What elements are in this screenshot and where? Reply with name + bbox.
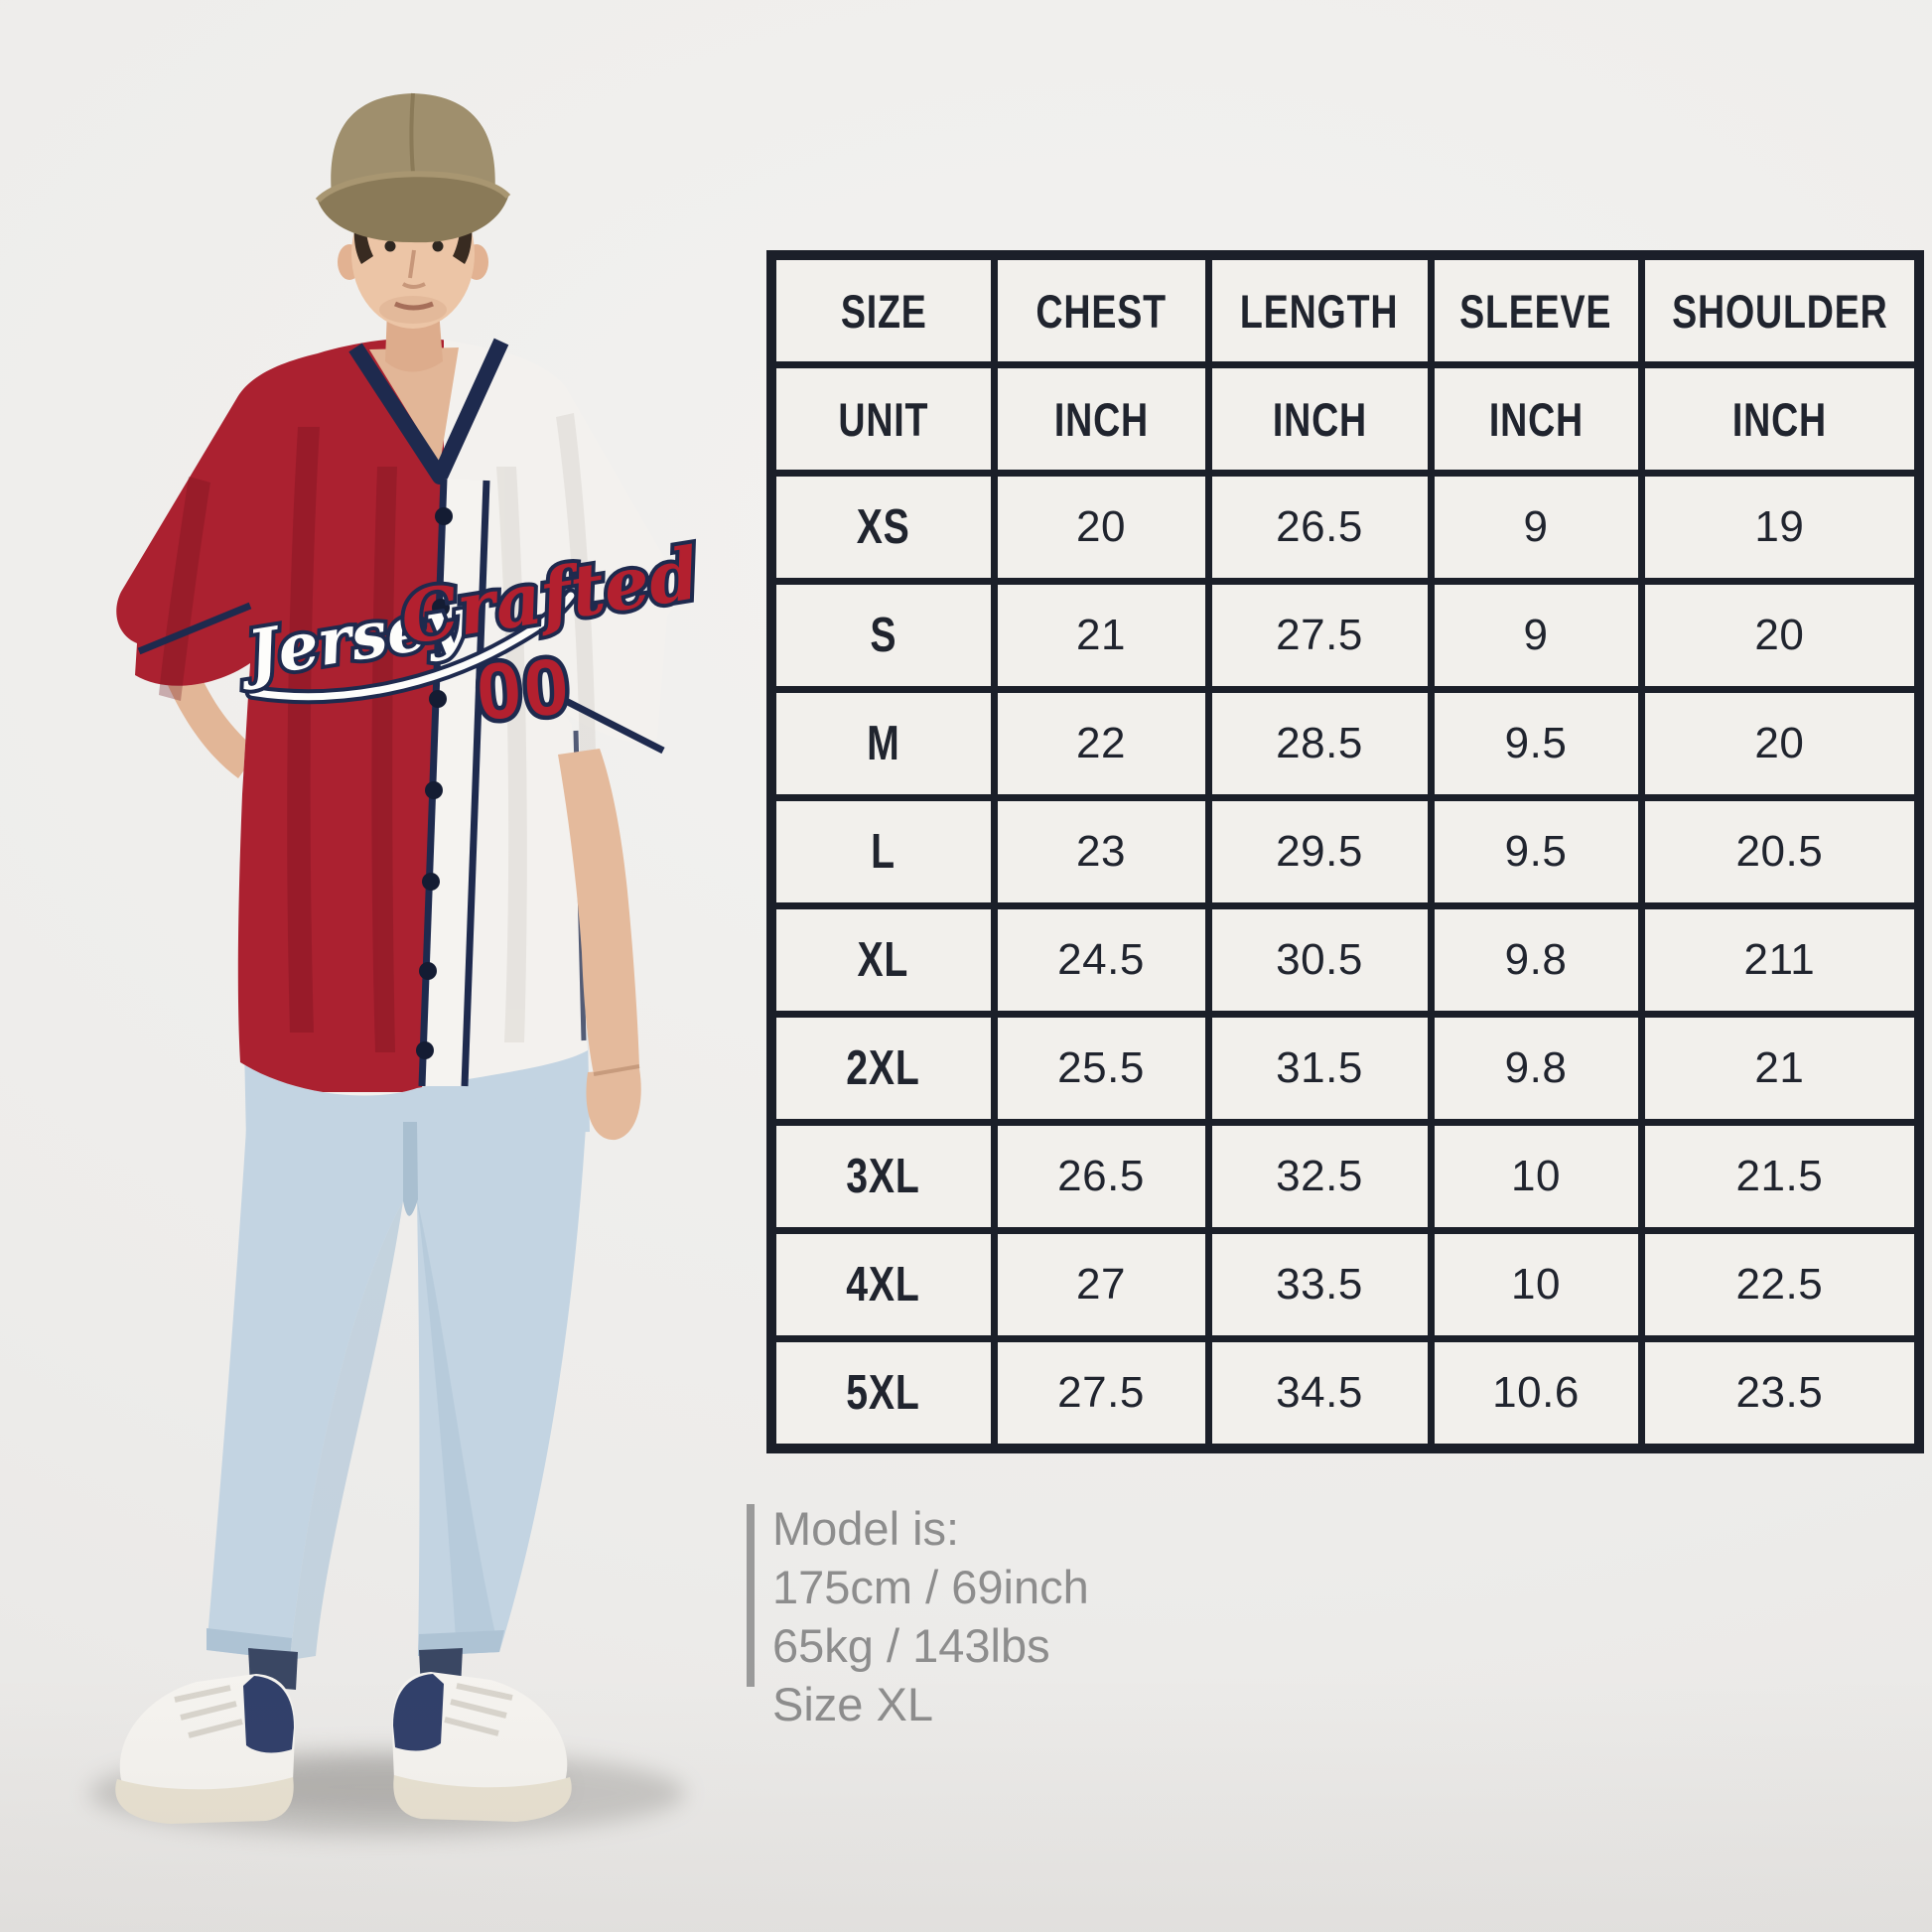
model-info-line: 175cm / 69inch — [772, 1561, 1089, 1613]
size-label: 3XL — [767, 1119, 998, 1234]
jersey-buttons — [416, 507, 453, 1059]
size-label: L — [767, 794, 998, 909]
jersey-collar — [348, 338, 509, 484]
measurement-cell: 34.5 — [1204, 1335, 1435, 1452]
size-row-xl: XL 24.5 30.5 9.8 211 — [767, 902, 1923, 1018]
measurement-cell: 25.5 — [990, 1011, 1212, 1126]
measurement-cell: 9.5 — [1427, 794, 1645, 909]
measurement-cell: 26.5 — [1204, 470, 1435, 585]
measurement-cell: 10.6 — [1427, 1335, 1645, 1452]
size-label: 4XL — [767, 1227, 998, 1342]
measurement-cell: 9 — [1427, 578, 1645, 693]
model-head — [315, 92, 511, 372]
measurement-cell: 20 — [990, 470, 1212, 585]
model-info-accent-bar — [747, 1504, 755, 1687]
measurement-cell: 10 — [1427, 1227, 1645, 1342]
unit-cell: INCH — [1637, 361, 1923, 477]
baseball-cap-brim — [318, 174, 508, 243]
measurement-cell: 26.5 — [990, 1119, 1212, 1234]
size-label: S — [767, 578, 998, 693]
model-info-line: Model is: — [772, 1502, 960, 1555]
measurement-cell: 27.5 — [990, 1335, 1212, 1452]
size-row-m: M 22 28.5 9.5 20 — [767, 686, 1923, 801]
measurement-cell: 27 — [990, 1227, 1212, 1342]
measurement-cell: 29.5 — [1204, 794, 1435, 909]
measurement-cell: 21 — [1637, 1011, 1923, 1126]
model-info-line: Size XL — [772, 1678, 933, 1730]
size-row-xs: XS 20 26.5 9 19 — [767, 470, 1923, 585]
model-photo-illustration: Jersey Crafted 00 — [89, 92, 709, 1837]
unit-cell: INCH — [1427, 361, 1645, 477]
size-chart-table: SIZE CHEST LENGTH SLEEVE SHOULDER UNIT I… — [766, 250, 1925, 1453]
measurement-cell: 30.5 — [1204, 902, 1435, 1018]
chest-skin — [369, 347, 459, 465]
measurement-cell: 20 — [1637, 578, 1923, 693]
header-row: SIZE CHEST LENGTH SLEEVE SHOULDER — [767, 251, 1923, 368]
unit-cell: INCH — [990, 361, 1212, 477]
size-label: 5XL — [767, 1335, 998, 1452]
right-forearm-hand — [558, 749, 641, 1141]
model-info-line: 65kg / 143lbs — [772, 1619, 1050, 1672]
measurement-cell: 21 — [990, 578, 1212, 693]
jeans — [207, 1033, 590, 1660]
measurement-cell: 28.5 — [1204, 686, 1435, 801]
measurement-cell: 9.8 — [1427, 1011, 1645, 1126]
baseball-jersey — [116, 338, 677, 1096]
measurement-cell: 33.5 — [1204, 1227, 1435, 1342]
col-header-size: SIZE — [767, 251, 998, 368]
sneaker-left — [115, 1674, 296, 1824]
measurement-cell: 23.5 — [1637, 1335, 1923, 1452]
size-row-l: L 23 29.5 9.5 20.5 — [767, 794, 1923, 909]
col-header-length: LENGTH — [1204, 251, 1435, 368]
size-row-5xl: 5XL 27.5 34.5 10.6 23.5 — [767, 1335, 1923, 1452]
measurement-cell: 31.5 — [1204, 1011, 1435, 1126]
size-label: M — [767, 686, 998, 801]
measurement-cell: 22 — [990, 686, 1212, 801]
size-label: 2XL — [767, 1011, 998, 1126]
size-row-4xl: 4XL 27 33.5 10 22.5 — [767, 1227, 1923, 1342]
unit-row: UNIT INCH INCH INCH INCH — [767, 361, 1923, 477]
size-row-2xl: 2XL 25.5 31.5 9.8 21 — [767, 1011, 1923, 1126]
measurement-cell: 9 — [1427, 470, 1645, 585]
size-row-s: S 21 27.5 9 20 — [767, 578, 1923, 693]
sneaker-right — [391, 1672, 572, 1822]
measurement-cell: 20.5 — [1637, 794, 1923, 909]
measurement-cell: 21.5 — [1637, 1119, 1923, 1234]
unit-row-label: UNIT — [767, 361, 998, 477]
measurement-cell: 24.5 — [990, 902, 1212, 1018]
model-info-block: Model is: 175cm / 69inch 65kg / 143lbs S… — [772, 1499, 1089, 1733]
measurement-cell: 20 — [1637, 686, 1923, 801]
measurement-cell: 32.5 — [1204, 1119, 1435, 1234]
jersey-number: 00 — [474, 641, 574, 736]
measurement-cell: 211 — [1637, 902, 1923, 1018]
measurement-cell: 23 — [990, 794, 1212, 909]
size-row-3xl: 3XL 26.5 32.5 10 21.5 — [767, 1119, 1923, 1234]
measurement-cell: 22.5 — [1637, 1227, 1923, 1342]
size-label: XS — [767, 470, 998, 585]
measurement-cell: 9.5 — [1427, 686, 1645, 801]
col-header-shoulder: SHOULDER — [1637, 251, 1923, 368]
measurement-cell: 19 — [1637, 470, 1923, 585]
measurement-cell: 9.8 — [1427, 902, 1645, 1018]
col-header-chest: CHEST — [990, 251, 1212, 368]
measurement-cell: 27.5 — [1204, 578, 1435, 693]
size-label: XL — [767, 902, 998, 1018]
measurement-cell: 10 — [1427, 1119, 1645, 1234]
col-header-sleeve: SLEEVE — [1427, 251, 1645, 368]
unit-cell: INCH — [1204, 361, 1435, 477]
left-forearm — [167, 661, 258, 778]
